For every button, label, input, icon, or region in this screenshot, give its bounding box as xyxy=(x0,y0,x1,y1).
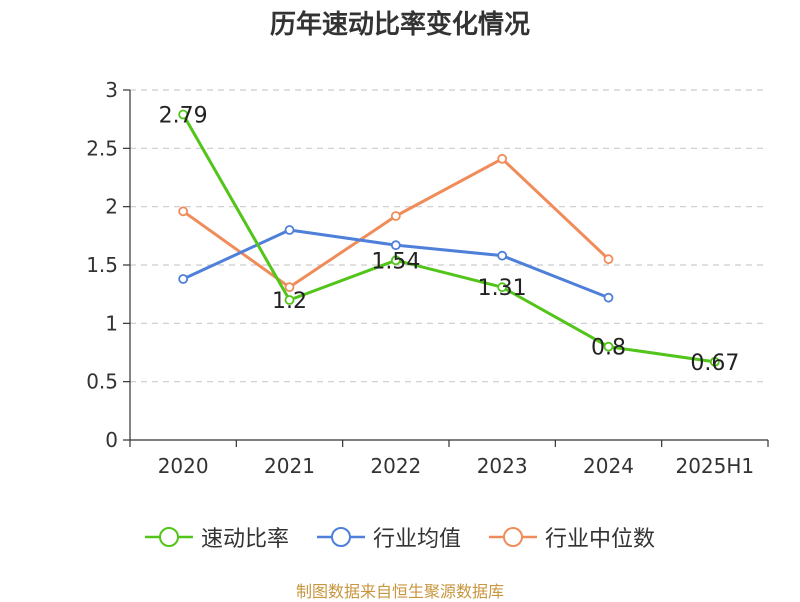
legend-item-industry-mean[interactable]: 行业均值 xyxy=(316,521,461,553)
legend-marker-icon xyxy=(316,527,365,547)
y-tick-label: 1.5 xyxy=(86,253,118,277)
data-point xyxy=(178,206,189,217)
y-tick-label: 0.5 xyxy=(86,370,118,394)
x-tick-label: 2023 xyxy=(477,454,528,478)
data-point xyxy=(178,109,189,120)
legend-label: 行业中位数 xyxy=(545,527,656,552)
data-point xyxy=(284,225,295,235)
legend-label: 行业均值 xyxy=(372,527,461,552)
y-tick-label: 2.5 xyxy=(86,136,118,160)
data-point xyxy=(390,211,401,221)
legend: 速动比率 行业均值 行业中位数 xyxy=(0,519,800,555)
y-tick-label: 2 xyxy=(105,195,118,219)
data-point xyxy=(390,255,401,266)
legend-item-quick-ratio[interactable]: 速动比率 xyxy=(144,521,289,553)
data-label: 2.79 xyxy=(159,104,208,129)
y-tick-label: 0 xyxy=(105,428,118,452)
x-tick-label: 2020 xyxy=(158,454,209,478)
data-point xyxy=(497,250,508,261)
data-point xyxy=(497,153,508,164)
data-point xyxy=(603,254,614,265)
data-point xyxy=(390,240,401,251)
x-tick-label: 2024 xyxy=(583,454,634,478)
data-label: 1.54 xyxy=(371,249,420,274)
x-tick-label: 2021 xyxy=(264,454,315,478)
data-label: 1.31 xyxy=(478,276,527,301)
data-point xyxy=(603,292,614,303)
series-line xyxy=(181,113,716,364)
data-label: 0.8 xyxy=(591,336,626,361)
y-tick-label: 3 xyxy=(105,78,118,102)
y-tick-label: 1 xyxy=(105,311,118,335)
legend-marker-icon xyxy=(489,527,537,547)
legend-item-industry-median[interactable]: 行业中位数 xyxy=(489,521,655,553)
data-point xyxy=(603,341,614,352)
legend-marker-icon xyxy=(144,527,193,547)
data-point xyxy=(709,356,720,367)
data-point xyxy=(497,282,508,293)
data-point xyxy=(178,274,189,284)
data-label: 1.2 xyxy=(272,289,307,314)
data-label: 0.67 xyxy=(690,351,739,376)
legend-label: 速动比率 xyxy=(200,527,289,552)
x-tick-label: 2022 xyxy=(370,454,421,478)
x-tick-label: 2025H1 xyxy=(675,454,754,478)
data-source-note: 制图数据来自恒生聚源数据库 xyxy=(295,582,504,601)
data-point xyxy=(284,282,295,293)
data-point xyxy=(284,295,295,305)
chart-title: 历年速动比率变化情况 xyxy=(269,10,530,40)
